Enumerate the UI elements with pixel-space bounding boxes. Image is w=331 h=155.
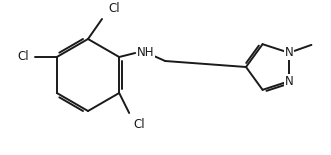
Text: Cl: Cl [133,118,145,131]
Text: NH: NH [137,46,155,60]
Text: N: N [285,46,294,59]
Text: Cl: Cl [108,2,119,15]
Text: Cl: Cl [17,51,29,64]
Text: N: N [285,75,294,88]
